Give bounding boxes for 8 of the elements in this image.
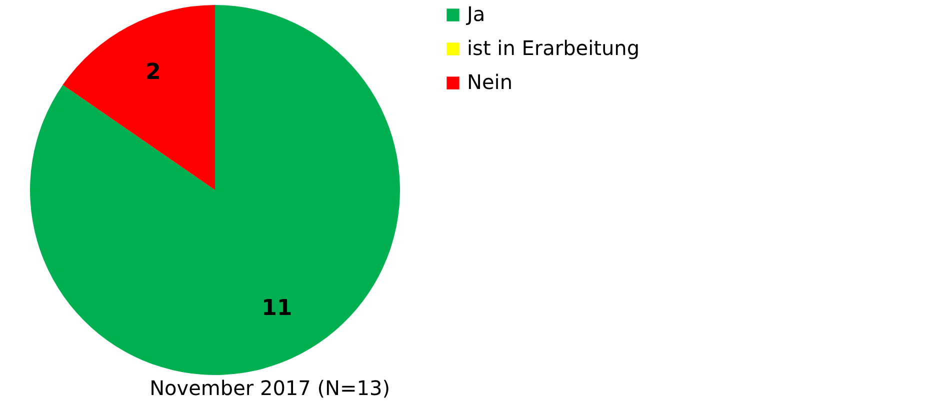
data-label: 11 [262, 296, 292, 321]
data-label: 2 [145, 60, 161, 86]
pie-slice [62, 5, 215, 190]
legend-label: Nein [467, 70, 512, 94]
legend-label: Ja [465, 2, 486, 26]
legend-label: ist in Erarbeitung [467, 36, 640, 60]
text: November 2017 (N=13) [150, 376, 390, 400]
pie-slice [30, 5, 400, 375]
